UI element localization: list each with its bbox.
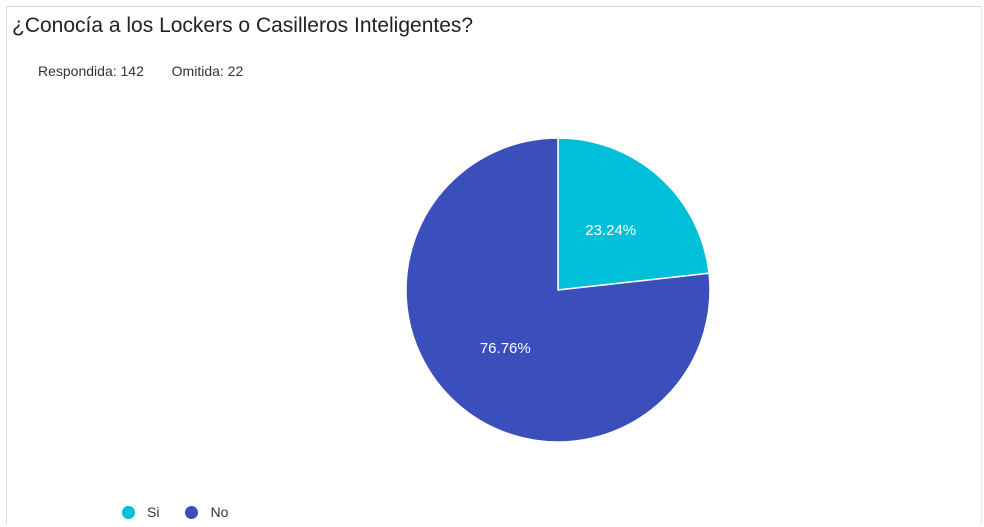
- pie-slice-no[interactable]: [405, 137, 711, 443]
- pie-slice-si[interactable]: [557, 137, 710, 291]
- answered-count: 142: [120, 63, 144, 79]
- legend-label-si: Si: [147, 504, 160, 520]
- response-summary: Respondida: 142 Omitida: 22: [38, 63, 243, 79]
- slice-label-si: 23.24%: [585, 222, 636, 239]
- skipped-label: Omitida:: [171, 63, 224, 79]
- legend-label-no: No: [210, 504, 229, 520]
- legend-swatch-si: [122, 505, 135, 519]
- legend-item-si[interactable]: Si: [122, 504, 159, 520]
- legend-swatch-no: [185, 505, 199, 519]
- chart-frame: [6, 6, 982, 525]
- legend: Si No: [122, 504, 254, 520]
- chart-title: ¿Conocía a los Lockers o Casilleros Inte…: [12, 14, 474, 37]
- legend-item-no[interactable]: No: [185, 504, 228, 520]
- slice-label-no: 76.76%: [480, 340, 531, 357]
- skipped-count: 22: [227, 63, 244, 79]
- answered-label: Respondida:: [38, 63, 117, 79]
